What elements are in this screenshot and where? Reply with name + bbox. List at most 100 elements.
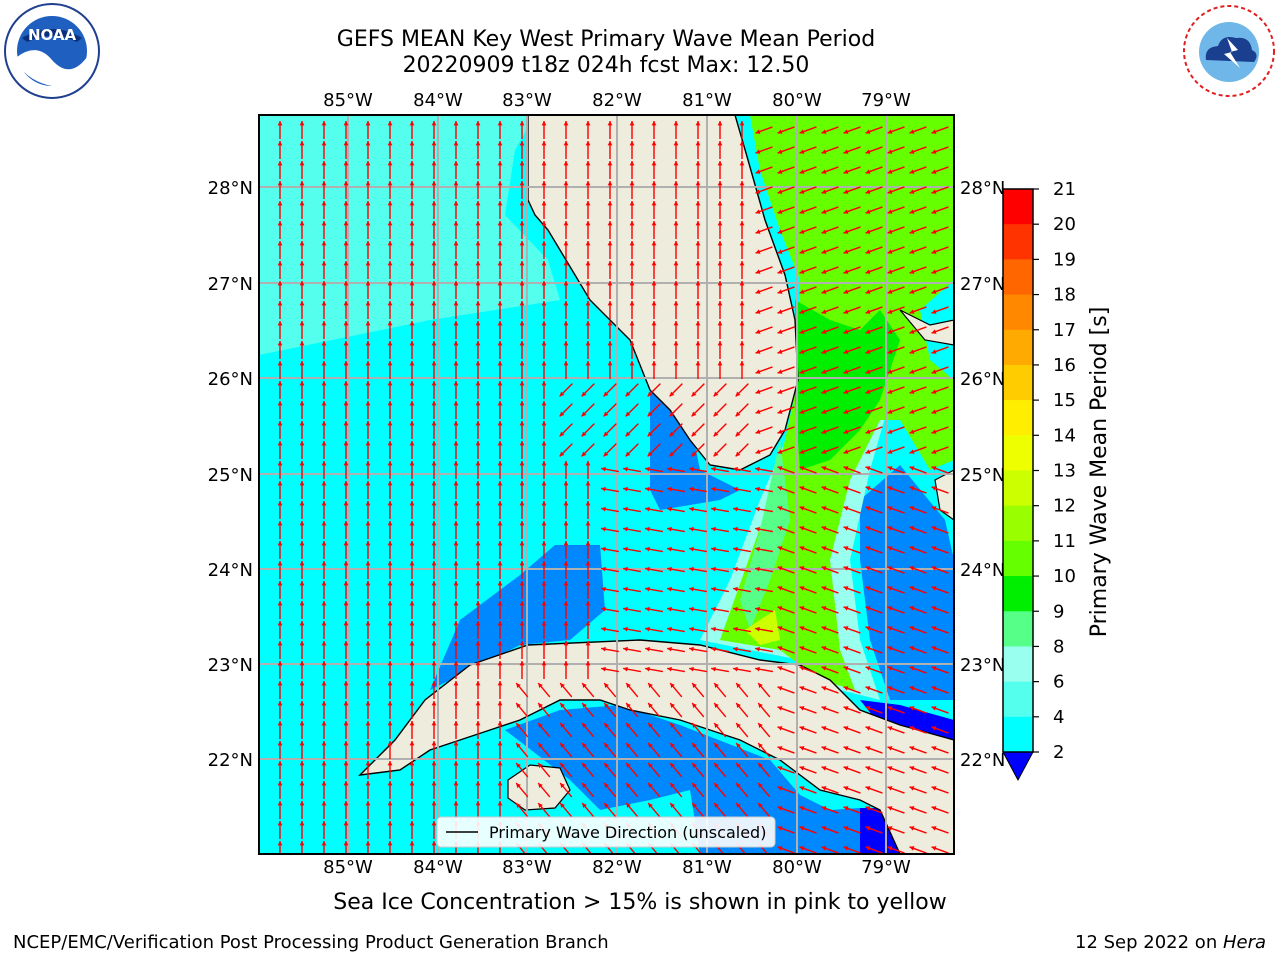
- ocean-field-darkgreen: [795, 300, 900, 470]
- wave-arrow: [453, 641, 459, 659]
- wave-arrow: [821, 626, 839, 634]
- wave-arrow: [623, 546, 641, 553]
- wave-arrow: [625, 383, 639, 397]
- wave-arrow: [519, 341, 525, 359]
- wave-arrow: [387, 261, 393, 279]
- wave-arrow: [537, 762, 551, 778]
- wave-arrow: [387, 461, 393, 479]
- wave-arrow: [865, 126, 883, 134]
- wave-arrow: [887, 706, 905, 714]
- wave-arrow: [865, 806, 883, 814]
- wave-arrow: [559, 722, 573, 738]
- wave-arrow: [865, 646, 883, 654]
- wave-arrow: [563, 661, 569, 679]
- wave-arrow: [541, 581, 547, 599]
- wave-arrow: [431, 141, 437, 159]
- wave-arrow: [931, 726, 949, 734]
- wave-arrow: [755, 646, 773, 653]
- wave-arrow: [713, 782, 727, 798]
- wave-arrow: [475, 121, 481, 139]
- wave-arrow: [865, 246, 883, 254]
- wave-arrow: [909, 646, 927, 654]
- wave-arrow: [321, 821, 327, 839]
- colorbar-tick-label: 16: [1053, 355, 1076, 376]
- colorbar-tick-label: 12: [1053, 496, 1076, 517]
- wave-arrow: [625, 722, 639, 738]
- wave-arrow: [821, 586, 839, 594]
- wave-arrow: [755, 506, 773, 513]
- wave-arrow: [931, 666, 949, 674]
- wave-arrow: [887, 126, 905, 134]
- wave-arrow: [497, 541, 503, 559]
- wave-arrow: [453, 661, 459, 679]
- wave-arrow: [277, 261, 283, 279]
- wave-direction-arrows: [277, 121, 949, 854]
- wave-arrow: [651, 161, 657, 179]
- wave-arrow: [497, 261, 503, 279]
- wave-arrow: [667, 646, 685, 653]
- wave-arrow: [909, 686, 927, 694]
- wave-arrow: [431, 721, 437, 739]
- wave-arrow: [623, 506, 641, 513]
- noaa-logo-icon: NOAA: [4, 3, 100, 99]
- wave-arrow: [799, 226, 817, 234]
- wave-arrow: [821, 246, 839, 254]
- wave-arrow: [777, 326, 795, 334]
- wave-arrow: [519, 121, 525, 139]
- wave-arrow: [821, 666, 839, 674]
- wave-arrow: [623, 486, 641, 493]
- wave-arrow: [673, 321, 679, 339]
- wave-arrow: [343, 221, 349, 239]
- wave-arrow: [651, 181, 657, 199]
- wave-arrow: [755, 586, 773, 593]
- wave-arrow: [563, 501, 569, 519]
- wave-arrow: [713, 443, 727, 457]
- wave-arrow: [431, 421, 437, 439]
- wave-arrow: [717, 341, 723, 359]
- wave-arrow: [497, 621, 503, 639]
- colorbar-tick-label: 18: [1053, 285, 1076, 306]
- wave-arrow: [821, 366, 839, 374]
- wave-arrow: [563, 361, 569, 379]
- wave-arrow: [865, 586, 883, 594]
- wave-arrow: [299, 681, 305, 699]
- wave-arrow: [799, 186, 817, 194]
- wave-arrow: [541, 121, 547, 139]
- wave-arrow: [475, 481, 481, 499]
- wave-arrow: [387, 601, 393, 619]
- wave-arrow: [755, 486, 773, 493]
- wave-arrow: [865, 786, 883, 794]
- wave-arrow: [623, 526, 641, 533]
- colorbar-segment: [1003, 611, 1033, 647]
- wave-arrow: [735, 443, 749, 457]
- wave-arrow: [453, 501, 459, 519]
- wave-arrow: [453, 721, 459, 739]
- wave-arrow: [387, 321, 393, 339]
- wave-arrow: [365, 641, 371, 659]
- wave-arrow: [321, 701, 327, 719]
- wave-arrow: [585, 361, 591, 379]
- wave-arrow: [777, 646, 795, 654]
- wave-arrow: [299, 141, 305, 159]
- wave-arrow: [755, 206, 773, 214]
- colorbar-segment: [1003, 400, 1033, 436]
- wave-arrow: [821, 786, 839, 794]
- wave-arrow: [409, 521, 415, 539]
- wave-arrow: [365, 421, 371, 439]
- wave-arrow: [453, 521, 459, 539]
- wave-arrow: [431, 841, 437, 854]
- colorbar-segment: [1003, 329, 1033, 366]
- wave-arrow: [651, 241, 657, 259]
- wave-arrow: [497, 661, 503, 679]
- ocean-field-blue-3: [650, 390, 740, 510]
- wave-arrow: [713, 682, 727, 698]
- wave-arrow: [713, 742, 727, 758]
- wave-arrow: [559, 682, 573, 698]
- wave-arrow: [475, 581, 481, 599]
- wave-arrow: [799, 606, 817, 614]
- wave-arrow: [277, 641, 283, 659]
- wave-arrow: [537, 742, 551, 758]
- wave-arrow: [821, 846, 839, 854]
- wave-arrow: [669, 782, 683, 798]
- wave-arrow: [321, 741, 327, 759]
